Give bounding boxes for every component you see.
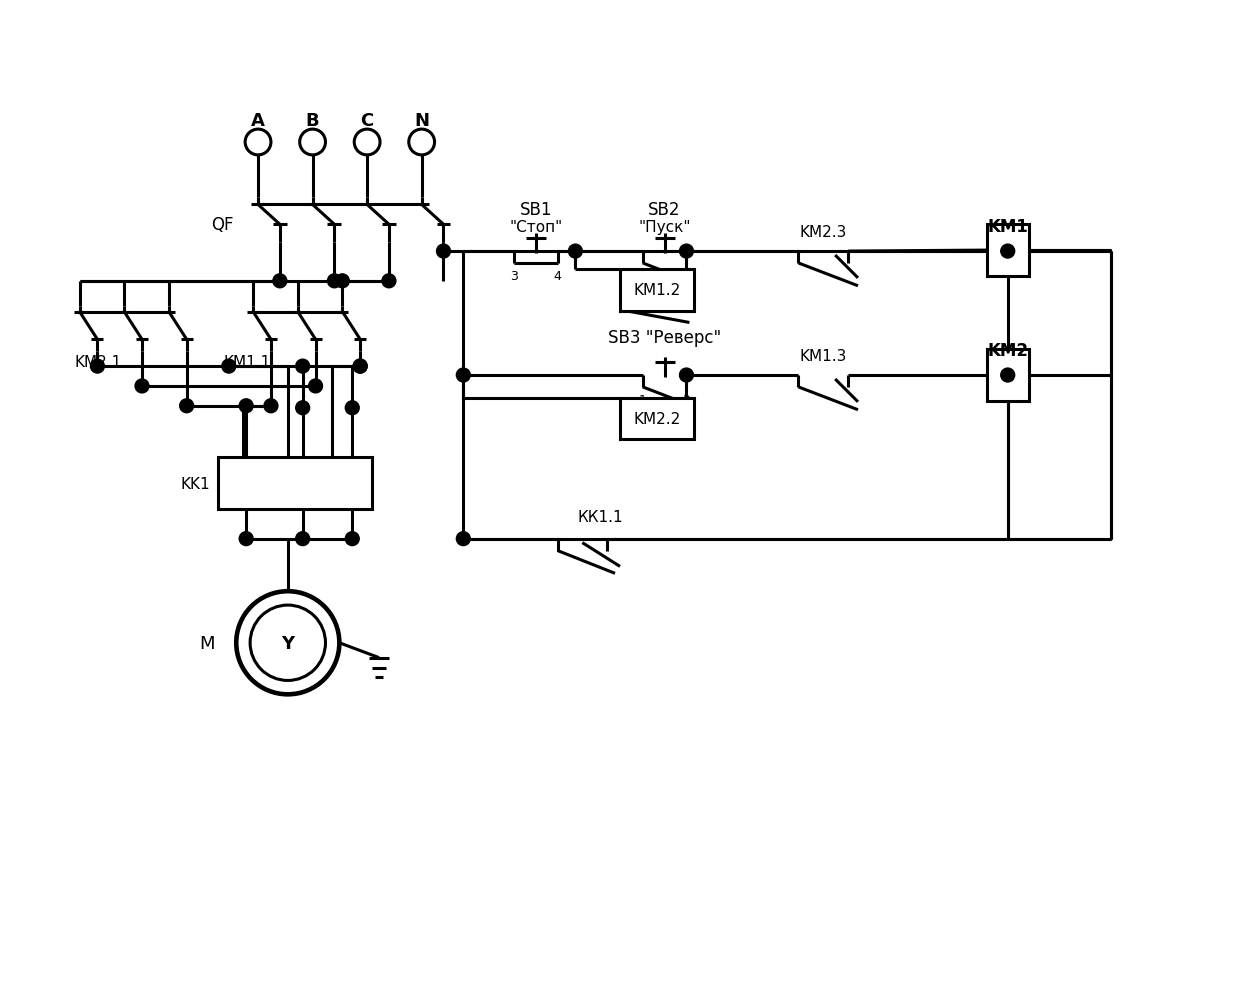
Circle shape	[273, 274, 286, 288]
Text: KM2: KM2	[987, 342, 1028, 360]
Circle shape	[346, 402, 359, 415]
Text: 3: 3	[510, 270, 518, 283]
Circle shape	[250, 605, 326, 681]
Bar	[218, 458, 372, 509]
Text: B: B	[306, 112, 320, 130]
Text: KM2.3: KM2.3	[799, 225, 847, 240]
Text: QF: QF	[211, 216, 233, 234]
Circle shape	[239, 532, 253, 546]
Text: KM1.1: KM1.1	[223, 354, 270, 370]
Circle shape	[336, 274, 349, 288]
Bar	[620, 269, 694, 311]
Circle shape	[296, 532, 310, 546]
Text: N: N	[414, 112, 429, 130]
Text: KM1.2: KM1.2	[633, 283, 680, 298]
Text: 4: 4	[554, 270, 561, 283]
Circle shape	[1001, 245, 1015, 258]
Circle shape	[90, 360, 104, 374]
Circle shape	[382, 274, 396, 288]
Circle shape	[309, 380, 322, 394]
Circle shape	[436, 245, 451, 258]
Text: M: M	[199, 634, 214, 652]
Text: KM1.3: KM1.3	[799, 348, 847, 364]
Text: A: A	[252, 112, 265, 130]
Circle shape	[346, 532, 359, 546]
Text: 2: 2	[683, 270, 690, 283]
Circle shape	[245, 130, 271, 156]
Circle shape	[353, 360, 367, 374]
Text: 2: 2	[683, 394, 690, 407]
Text: KM1: KM1	[987, 218, 1028, 236]
Circle shape	[353, 360, 367, 374]
Text: "Стоп": "Стоп"	[509, 220, 563, 235]
Circle shape	[327, 274, 342, 288]
Text: SB1: SB1	[519, 201, 551, 220]
Text: C: C	[361, 112, 374, 130]
Text: Y: Y	[281, 634, 295, 652]
Text: 1: 1	[639, 394, 647, 407]
Text: 1: 1	[639, 270, 647, 283]
Bar	[987, 350, 1028, 402]
Text: KK1: KK1	[181, 476, 211, 491]
Circle shape	[354, 130, 380, 156]
Text: "Пуск": "Пуск"	[638, 220, 691, 235]
Circle shape	[264, 400, 278, 414]
Circle shape	[296, 402, 310, 415]
Circle shape	[409, 130, 435, 156]
Circle shape	[569, 245, 582, 258]
Text: KM2.2: KM2.2	[633, 412, 680, 426]
Circle shape	[679, 369, 694, 383]
Circle shape	[456, 369, 471, 383]
Circle shape	[296, 360, 310, 374]
Circle shape	[1001, 369, 1015, 383]
Bar	[620, 399, 694, 440]
Circle shape	[456, 532, 471, 546]
Circle shape	[300, 130, 326, 156]
Text: SB3 "Реверс": SB3 "Реверс"	[608, 329, 721, 347]
Text: SB2: SB2	[648, 201, 681, 220]
Circle shape	[237, 591, 339, 695]
Circle shape	[679, 245, 694, 258]
Text: KM2.1: KM2.1	[74, 354, 121, 370]
Circle shape	[180, 400, 193, 414]
Circle shape	[239, 400, 253, 414]
Circle shape	[135, 380, 149, 394]
Text: КК1.1: КК1.1	[577, 510, 623, 525]
Bar	[987, 225, 1028, 276]
Circle shape	[222, 360, 235, 374]
